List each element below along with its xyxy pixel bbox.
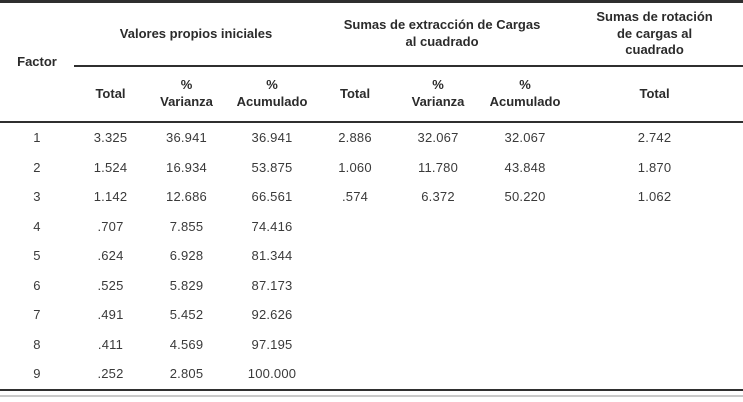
value-cell: 11.780: [418, 159, 459, 175]
value-cell: [484, 271, 566, 301]
value-cell: 7.855: [169, 218, 204, 234]
value-cell: .525: [97, 277, 124, 293]
value-cell: 5.829: [169, 277, 204, 293]
sub-header-row: Total % Varianza % Acumulado Total % Var…: [0, 66, 743, 123]
value-cell: 6.372: [421, 189, 455, 205]
value-cell: 97.195: [251, 336, 293, 352]
value-cell: [566, 271, 743, 301]
column-header-total-initial: Total: [74, 66, 147, 123]
column-header-total-extraction: Total: [318, 66, 393, 123]
column-header-total-rotation: Total: [566, 66, 743, 123]
table-row: 9 .252 2.805 100.000: [0, 359, 743, 390]
value-cell: 3.325: [93, 130, 128, 146]
factor-cell: 6: [33, 277, 41, 293]
value-cell: 1.524: [93, 159, 128, 175]
value-cell: .491: [97, 307, 124, 323]
value-cell: [392, 300, 484, 330]
value-cell: 1.062: [637, 189, 672, 205]
factor-cell: 1: [33, 130, 41, 146]
table-row: 8 .411 4.569 97.195: [0, 330, 743, 360]
factor-cell: 2: [33, 159, 41, 175]
value-cell: [484, 300, 566, 330]
table-row: 7 .491 5.452 92.626: [0, 300, 743, 330]
column-header-pct-cumulative-extraction: % Acumulado: [484, 66, 567, 123]
factor-cell: 7: [33, 307, 41, 323]
value-cell: .707: [97, 218, 124, 234]
factor-cell: 5: [33, 248, 41, 264]
value-cell: 53.875: [251, 159, 293, 175]
table-row: 6 .525 5.829 87.173: [0, 271, 743, 301]
table-row: 1 3.325 36.941 36.941 2.886 32.067 32.06…: [0, 122, 743, 153]
value-cell: 4.569: [169, 336, 204, 352]
value-cell: 81.344: [251, 248, 293, 264]
value-cell: 100.000: [247, 366, 297, 382]
value-cell: .624: [97, 248, 124, 264]
value-cell: [566, 241, 743, 271]
value-cell: [484, 241, 566, 271]
factor-cell: 8: [33, 336, 41, 352]
value-cell: .252: [97, 366, 124, 382]
table-row: 4 .707 7.855 74.416: [0, 212, 743, 242]
value-cell: [318, 241, 392, 271]
value-cell: [484, 359, 566, 390]
factor-cell: 9: [33, 366, 41, 382]
value-cell: [318, 359, 392, 390]
value-cell: 32.067: [504, 130, 546, 146]
value-cell: [484, 212, 566, 242]
value-cell: 6.928: [169, 248, 204, 264]
value-cell: .574: [341, 189, 369, 205]
value-cell: 43.848: [504, 159, 546, 175]
factor-cell: 3: [33, 189, 41, 205]
table-body: 1 3.325 36.941 36.941 2.886 32.067 32.06…: [0, 122, 743, 390]
group-header-initial-eigenvalues: Valores propios iniciales: [74, 1, 319, 67]
factor-cell: 4: [33, 218, 41, 234]
value-cell: 36.941: [166, 130, 207, 146]
bottom-faint-rule: [0, 394, 743, 397]
value-cell: 87.173: [251, 277, 293, 293]
value-cell: [318, 330, 392, 360]
value-cell: [392, 241, 484, 271]
group-header-extraction-sums: Sumas de extracción de Cargas al cuadrad…: [318, 1, 567, 67]
value-cell: 74.416: [251, 218, 293, 234]
value-cell: 92.626: [251, 307, 293, 323]
value-cell: 1.142: [93, 189, 128, 205]
group-header-rotation-sums: Sumas de rotación de cargas al cuadrado: [566, 1, 743, 67]
value-cell: [318, 271, 392, 301]
value-cell: 2.742: [637, 130, 672, 146]
factor-column-header: Factor: [0, 1, 74, 123]
table-row: 5 .624 6.928 81.344: [0, 241, 743, 271]
value-cell: [318, 212, 392, 242]
variance-explained-table: Factor Valores propios iniciales Sumas d…: [0, 0, 743, 391]
column-header-pct-variance-extraction: % Varianza: [392, 66, 485, 123]
value-cell: 12.686: [166, 189, 207, 205]
value-cell: [392, 359, 484, 390]
value-cell: 32.067: [417, 130, 459, 146]
value-cell: [318, 300, 392, 330]
value-cell: 66.561: [251, 189, 293, 205]
table-row: 3 1.142 12.686 66.561 .574 6.372 50.220 …: [0, 182, 743, 212]
value-cell: [566, 300, 743, 330]
value-cell: 5.452: [169, 307, 204, 323]
value-cell: [392, 330, 484, 360]
value-cell: [392, 212, 484, 242]
value-cell: [566, 359, 743, 390]
value-cell: 16.934: [166, 159, 207, 175]
value-cell: .411: [97, 336, 124, 352]
value-cell: 2.805: [169, 366, 204, 382]
value-cell: 1.060: [338, 159, 372, 175]
group-header-row: Factor Valores propios iniciales Sumas d…: [0, 1, 743, 123]
value-cell: [484, 330, 566, 360]
table-header: Factor Valores propios iniciales Sumas d…: [0, 1, 743, 123]
column-header-pct-variance-initial: % Varianza: [147, 66, 226, 123]
value-cell: 2.886: [338, 130, 372, 146]
value-cell: [566, 212, 743, 242]
value-cell: 36.941: [251, 130, 293, 146]
value-cell: 50.220: [504, 189, 546, 205]
value-cell: [392, 271, 484, 301]
table-row: 2 1.524 16.934 53.875 1.060 11.780 43.84…: [0, 153, 743, 183]
value-cell: 1.870: [637, 159, 672, 175]
value-cell: [566, 330, 743, 360]
column-header-pct-cumulative-initial: % Acumulado: [226, 66, 319, 123]
